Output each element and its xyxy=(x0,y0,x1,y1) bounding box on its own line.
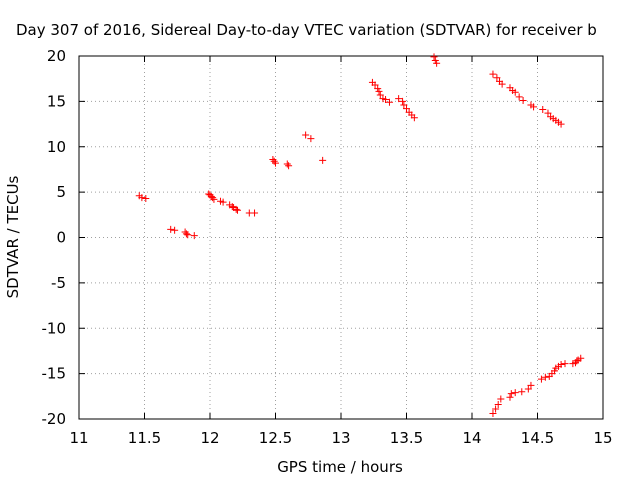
y-tick-label: 0 xyxy=(56,229,66,247)
chart-title: Day 307 of 2016, Sidereal Day-to-day VTE… xyxy=(16,21,597,39)
data-point xyxy=(492,405,500,413)
data-point xyxy=(494,400,502,408)
data-point xyxy=(539,106,547,114)
axis-ticks: 11 11.5 12 12.5 13 13.5 14 14.5 15 -20 -15 -10 -5 0 5 1… xyxy=(42,47,613,447)
data-point xyxy=(251,209,259,217)
data-point xyxy=(283,160,291,168)
data-point xyxy=(524,385,532,393)
data-point xyxy=(376,91,384,99)
x-tick-label: 15 xyxy=(593,429,612,447)
data-point xyxy=(302,131,310,139)
data-point xyxy=(190,232,198,240)
data-point xyxy=(497,395,505,403)
data-point xyxy=(219,198,227,206)
data-point xyxy=(511,389,519,397)
y-tick-label: -5 xyxy=(51,274,66,292)
data-point xyxy=(285,162,293,170)
data-point xyxy=(489,70,497,78)
data-point xyxy=(557,361,565,369)
data-point xyxy=(489,410,497,418)
data-point xyxy=(506,393,514,401)
data-point xyxy=(399,97,407,105)
data-point xyxy=(541,373,549,381)
data-point xyxy=(400,101,408,109)
data-point xyxy=(167,225,175,233)
data-point xyxy=(375,87,383,95)
data-point xyxy=(142,194,150,202)
data-point xyxy=(234,206,242,214)
data-point xyxy=(507,390,515,398)
data-point xyxy=(511,88,519,96)
data-point xyxy=(228,203,236,211)
data-point xyxy=(493,74,501,82)
x-tick-label: 13 xyxy=(331,429,350,447)
y-tick-label: 20 xyxy=(47,47,66,65)
data-point xyxy=(403,105,410,113)
x-tick-label: 12.5 xyxy=(259,429,292,447)
x-tick-label: 11 xyxy=(69,429,88,447)
data-point xyxy=(182,230,190,238)
data-point xyxy=(557,120,565,128)
data-point xyxy=(519,96,527,104)
data-point xyxy=(410,114,418,122)
y-tick-label: 10 xyxy=(47,138,66,156)
x-tick-label: 11.5 xyxy=(128,429,161,447)
data-point xyxy=(138,194,146,202)
data-point xyxy=(433,59,441,67)
x-tick-label: 13.5 xyxy=(390,429,423,447)
data-point xyxy=(530,103,538,111)
data-point xyxy=(272,159,279,167)
data-point xyxy=(319,156,327,164)
y-tick-label: -15 xyxy=(42,365,67,383)
data-point xyxy=(498,80,506,88)
data-point xyxy=(171,226,179,234)
y-tick-label: -10 xyxy=(42,319,67,337)
data-point xyxy=(371,81,379,89)
data-point xyxy=(573,357,581,365)
data-point xyxy=(385,98,393,106)
data-point xyxy=(395,95,403,103)
data-point xyxy=(184,231,192,239)
data-point xyxy=(210,195,218,203)
grid xyxy=(79,56,603,419)
data-point xyxy=(544,109,552,117)
data-point xyxy=(527,381,535,389)
data-point xyxy=(269,155,277,163)
data-point xyxy=(561,360,569,368)
data-point xyxy=(518,388,526,396)
data-points xyxy=(135,53,585,418)
data-point xyxy=(382,96,390,104)
y-tick-label: 15 xyxy=(47,92,66,110)
x-axis-label: GPS time / hours xyxy=(277,458,403,476)
data-point xyxy=(270,157,278,165)
x-tick-label: 12 xyxy=(200,429,219,447)
data-point xyxy=(232,205,240,213)
x-tick-label: 14.5 xyxy=(521,429,554,447)
x-tick-label: 14 xyxy=(462,429,481,447)
data-point xyxy=(577,354,585,362)
data-point xyxy=(537,375,545,383)
data-point xyxy=(307,135,315,143)
y-axis-label: SDTVAR / TECUs xyxy=(4,175,22,298)
y-tick-label: -20 xyxy=(42,410,67,428)
y-tick-label: 5 xyxy=(56,183,66,201)
data-point xyxy=(209,194,217,202)
data-point xyxy=(515,93,523,101)
data-point xyxy=(430,53,438,61)
